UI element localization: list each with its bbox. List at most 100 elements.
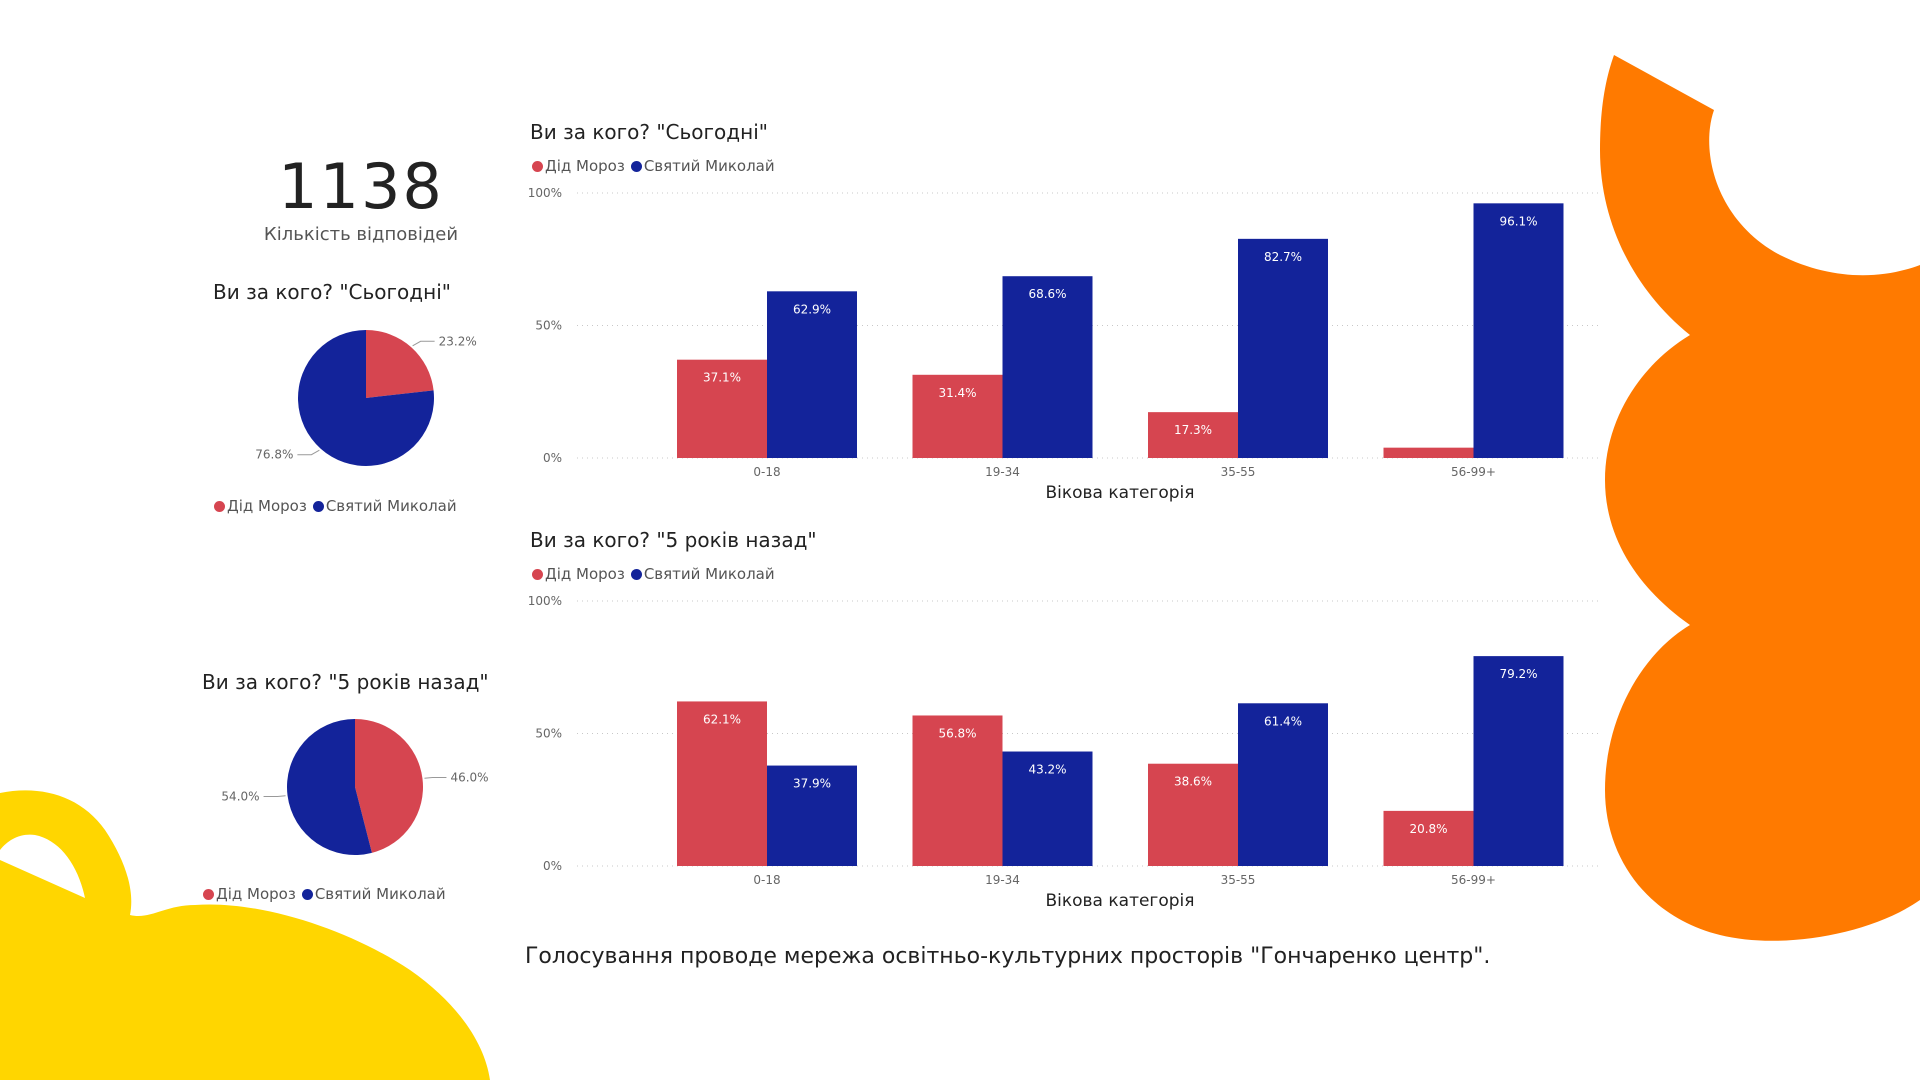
- bar-mykolai-19-34[interactable]: [1002, 276, 1093, 458]
- y-tick-label: 100%: [528, 186, 562, 200]
- bar-mykolai-35-55[interactable]: [1238, 238, 1328, 458]
- bar-data-label: 61.4%: [1264, 714, 1302, 728]
- bar-ded-moroz-19-34[interactable]: [912, 715, 1003, 866]
- x-tick-label: 19-34: [985, 465, 1020, 479]
- response-count-value: 1138: [278, 150, 444, 223]
- response-count-label: Кількість відповідей: [263, 224, 459, 245]
- pie-data-label: 76.8%: [255, 448, 293, 462]
- x-tick-label: 19-34: [985, 873, 1020, 887]
- pie-leader-line: [263, 795, 286, 798]
- legend-dot-ded-moroz: [203, 888, 214, 900]
- bar-data-label: 56.8%: [938, 726, 976, 740]
- bar-data-label: 37.9%: [793, 777, 831, 791]
- yellow-decorative-shape: [0, 790, 490, 1080]
- bar-ded-moroz-19-34[interactable]: [912, 374, 1003, 458]
- orange-decorative-shape: [1600, 55, 1920, 941]
- legend-item-ded-moroz[interactable]: Дід Мороз: [532, 565, 625, 583]
- legend-label-ded-moroz: Дід Мороз: [545, 565, 625, 583]
- bar-data-label: 17.3%: [1174, 423, 1212, 437]
- bar-mykolai-35-55[interactable]: [1238, 703, 1328, 866]
- bar-mykolai-0-18[interactable]: [767, 291, 857, 458]
- y-tick-label: 100%: [528, 594, 562, 608]
- bar-today-legend: Дід Мороз Святий Миколай: [532, 157, 781, 175]
- legend-item-mykolai[interactable]: Святий Миколай: [301, 885, 446, 903]
- legend-item-ded-moroz[interactable]: Дід Мороз: [203, 885, 296, 903]
- bar-data-label: 62.9%: [793, 302, 831, 316]
- pie-data-label: 46.0%: [450, 770, 488, 784]
- legend-item-ded-moroz[interactable]: Дід Мороз: [214, 497, 307, 515]
- x-tick-label: 0-18: [753, 873, 780, 887]
- bar-data-label: 79.2%: [1499, 667, 1537, 681]
- legend-item-ded-moroz[interactable]: Дід Мороз: [532, 157, 625, 175]
- legend-item-mykolai[interactable]: Святий Миколай: [630, 565, 775, 583]
- pie-slice-ded-moroz[interactable]: [366, 330, 434, 398]
- legend-item-mykolai[interactable]: Святий Миколай: [312, 497, 457, 515]
- x-tick-label: 35-55: [1221, 465, 1256, 479]
- x-tick-label: 56-99+: [1451, 465, 1496, 479]
- bar-today-title: Ви за кого? "Сьогодні": [530, 120, 768, 144]
- pie-data-label: 23.2%: [439, 334, 477, 348]
- bar-mykolai-56-99+[interactable]: [1473, 656, 1564, 866]
- x-tick-label: 0-18: [753, 465, 780, 479]
- bar-data-label: 96.1%: [1499, 214, 1537, 228]
- pie-5y-chart: 46.0% 54.0%: [221, 719, 489, 855]
- pie-slice-mykolai[interactable]: [286, 719, 372, 855]
- legend-label-mykolai: Святий Миколай: [643, 157, 775, 175]
- legend-item-mykolai[interactable]: Святий Миколай: [630, 157, 775, 175]
- bar-5y-chart: 0% 50% 100% 62.1% 37.9% 0-18 56.8% 43.2% 19-34 38…: [528, 594, 1600, 911]
- pie-leader-line: [424, 776, 447, 779]
- bar-mykolai-0-18[interactable]: [767, 765, 857, 866]
- bar-ded-moroz-56-99+[interactable]: [1383, 810, 1474, 866]
- pie-today-chart: 23.2% 76.8%: [255, 330, 477, 466]
- y-tick-label: 0%: [543, 451, 562, 465]
- legend-label-mykolai: Святий Миколай: [325, 497, 457, 515]
- x-axis-title: Вікова категорія: [1045, 891, 1194, 911]
- legend-label-mykolai: Святий Миколай: [314, 885, 446, 903]
- legend-dot-mykolai: [301, 888, 313, 900]
- pie-today-title: Ви за кого? "Сьогодні": [213, 280, 451, 304]
- bar-ded-moroz-0-18[interactable]: [677, 701, 767, 866]
- footer-note: Голосування проводе мережа освітньо-куль…: [525, 944, 1491, 969]
- pie-slice-ded-moroz[interactable]: [355, 719, 423, 853]
- bar-today-chart: 0% 50% 100% 37.1% 62.9% 0-18 31.4% 68.6% 19-34 17…: [528, 186, 1600, 503]
- bar-data-label: 43.2%: [1028, 763, 1066, 777]
- bar-ded-moroz-35-55[interactable]: [1148, 412, 1238, 458]
- legend-dot-mykolai: [630, 568, 642, 580]
- legend-label-ded-moroz: Дід Мороз: [216, 885, 296, 903]
- y-tick-label: 0%: [543, 859, 562, 873]
- bar-ded-moroz-35-55[interactable]: [1148, 763, 1238, 866]
- legend-label-ded-moroz: Дід Мороз: [227, 497, 307, 515]
- bar-data-label: 38.6%: [1174, 775, 1212, 789]
- bar-ded-moroz-56-99+[interactable]: [1383, 447, 1474, 458]
- pie-5y-legend: Дід Мороз Святий Миколай: [203, 885, 452, 903]
- legend-dot-ded-moroz: [214, 500, 225, 512]
- bar-5y-title: Ви за кого? "5 років назад": [530, 528, 817, 552]
- legend-label-mykolai: Святий Миколай: [643, 565, 775, 583]
- pie-leader-line: [297, 449, 320, 456]
- x-tick-label: 56-99+: [1451, 873, 1496, 887]
- legend-label-ded-moroz: Дід Мороз: [545, 157, 625, 175]
- bar-data-label: 31.4%: [938, 386, 976, 400]
- bar-mykolai-56-99+[interactable]: [1473, 203, 1564, 458]
- pie-today-legend: Дід Мороз Святий Миколай: [214, 497, 463, 515]
- pie-slice-mykolai[interactable]: [298, 330, 434, 466]
- bar-data-label: 37.1%: [703, 371, 741, 385]
- y-tick-label: 50%: [535, 727, 562, 741]
- pie-data-label: 54.0%: [221, 790, 259, 804]
- legend-dot-ded-moroz: [532, 568, 543, 580]
- bar-5y-legend: Дід Мороз Святий Миколай: [532, 565, 781, 583]
- bar-ded-moroz-0-18[interactable]: [677, 359, 767, 458]
- bar-mykolai-19-34[interactable]: [1002, 751, 1093, 866]
- x-tick-label: 35-55: [1221, 873, 1256, 887]
- bar-data-label: 20.8%: [1409, 822, 1447, 836]
- legend-dot-ded-moroz: [532, 160, 543, 172]
- legend-dot-mykolai: [630, 160, 642, 172]
- bar-data-label: 62.1%: [703, 712, 741, 726]
- pie-5y-title: Ви за кого? "5 років назад": [202, 670, 489, 694]
- x-axis-title: Вікова категорія: [1045, 483, 1194, 503]
- bar-data-label: 82.7%: [1264, 250, 1302, 264]
- bar-data-label: 68.6%: [1028, 287, 1066, 301]
- y-tick-label: 50%: [535, 319, 562, 333]
- pie-leader-line: [412, 340, 435, 347]
